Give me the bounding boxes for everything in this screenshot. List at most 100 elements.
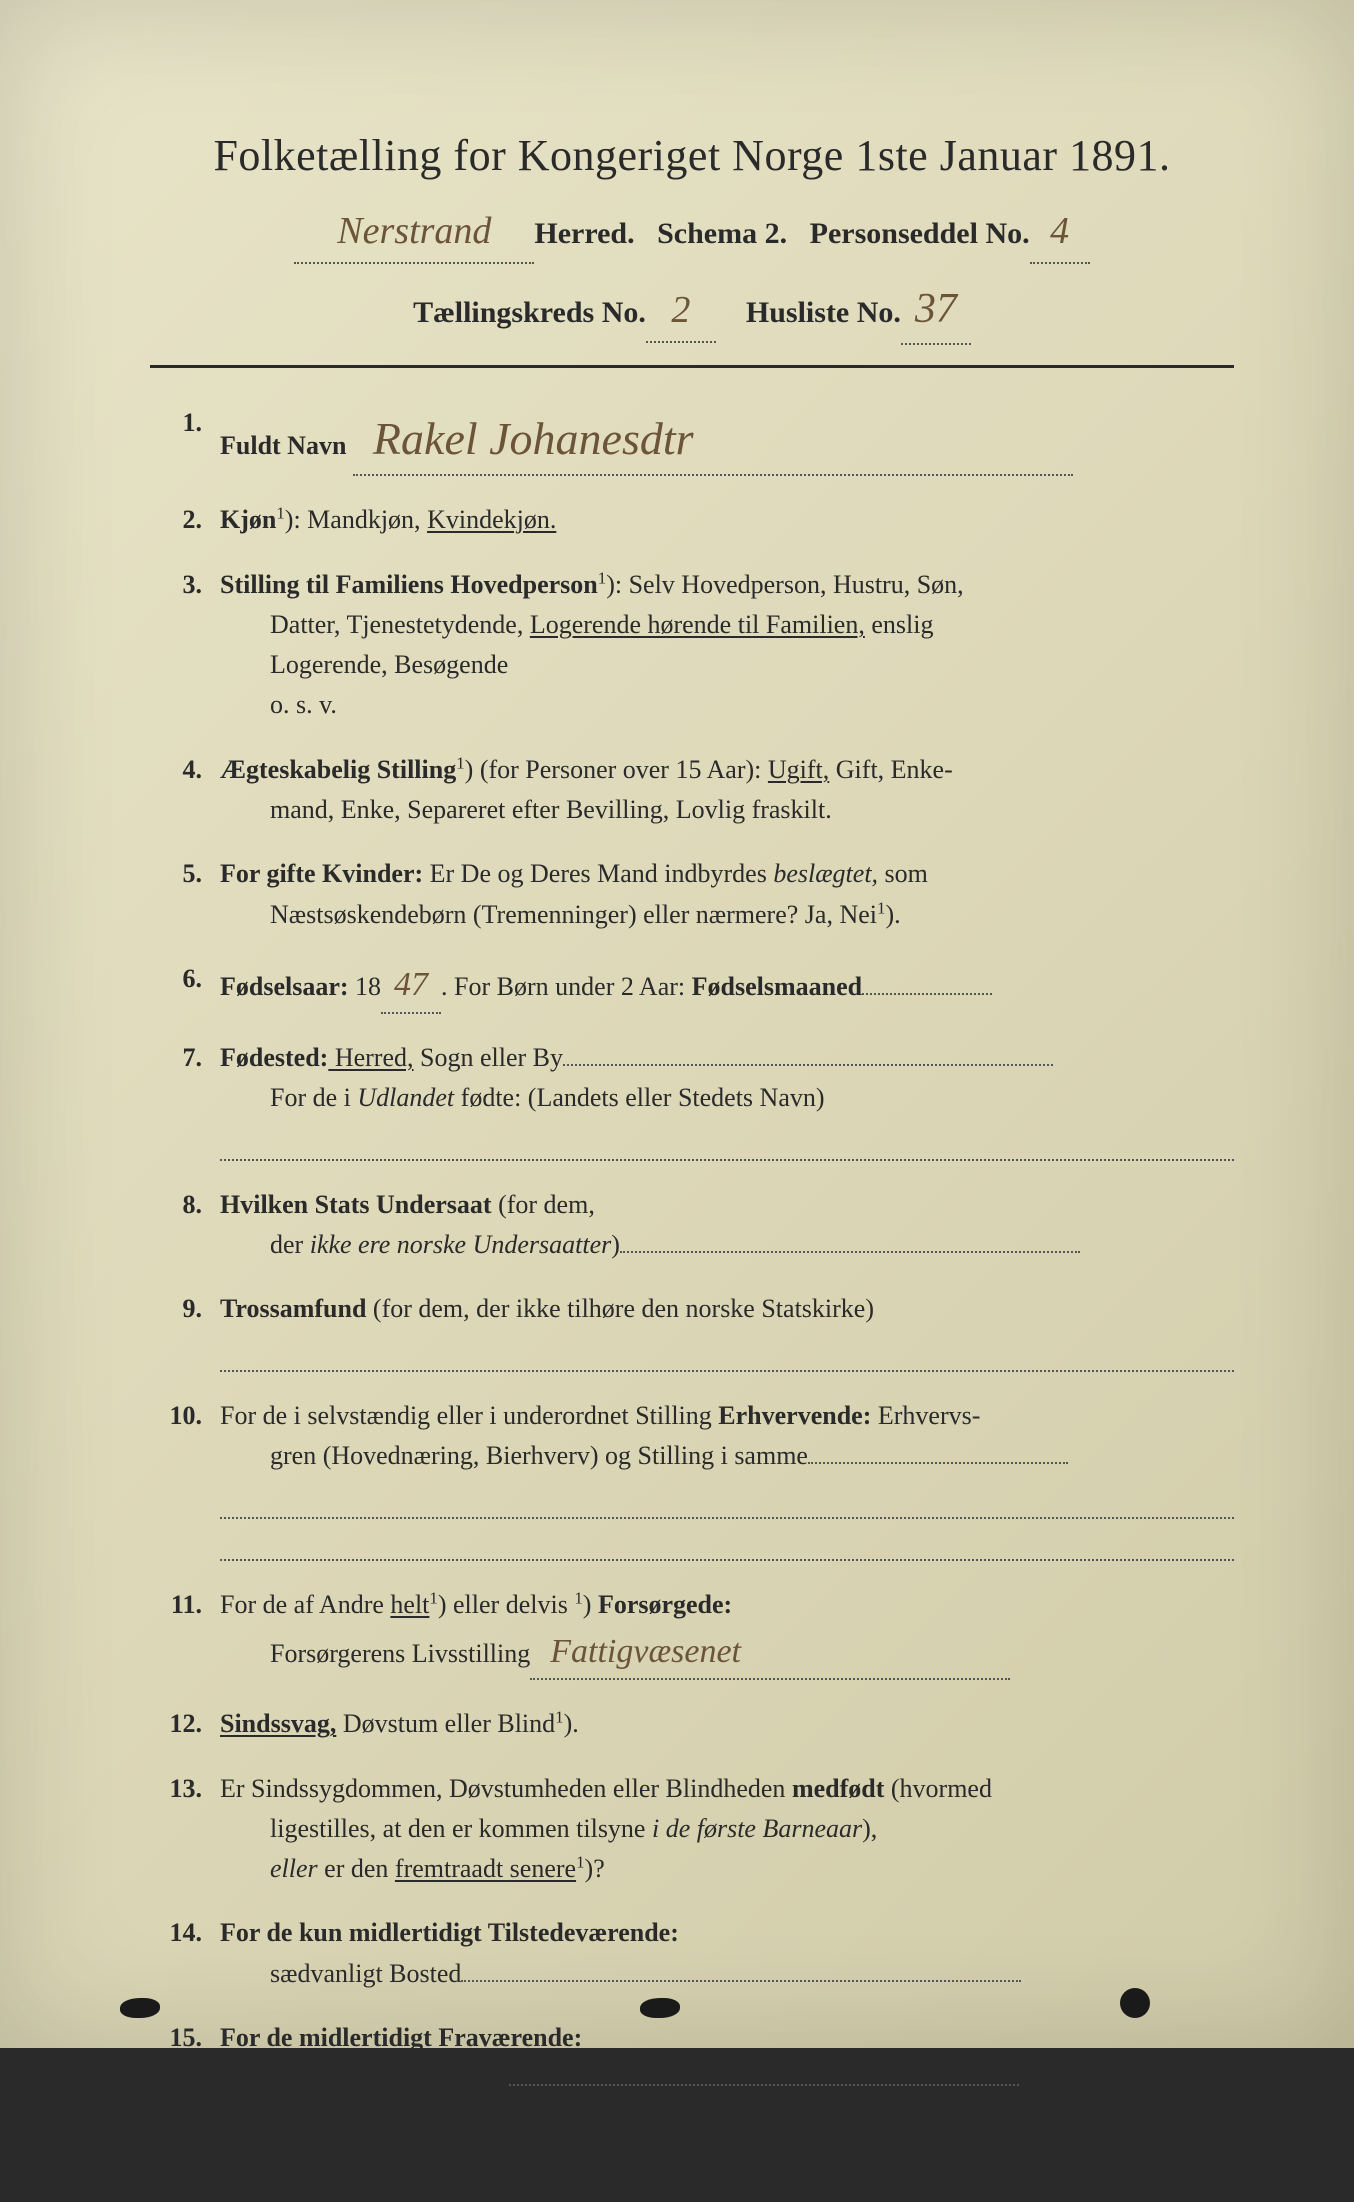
text: (hvormed xyxy=(884,1774,992,1803)
aegteskab-label: Ægteskabelig Stilling xyxy=(220,755,456,784)
subheader-line-1: NerstrandHerred. Schema 2. Personseddel … xyxy=(150,201,1234,264)
entry-body: Kjøn1): Mandkjøn, Kvindekjøn. xyxy=(220,500,1234,540)
year-hw: 47 xyxy=(381,959,441,1014)
text: ) eller delvis xyxy=(438,1590,574,1619)
sup: 1 xyxy=(555,1708,563,1727)
entry-4: 4. Ægteskabelig Stilling1) (for Personer… xyxy=(160,750,1234,831)
entry-body: Sindssvag, Døvstum eller Blind1). xyxy=(220,1704,1234,1744)
entry-body: Fødested: Herred, Sogn eller By For de i… xyxy=(220,1038,1234,1161)
text: . For Børn under 2 Aar: xyxy=(441,972,692,1001)
dotted-blank xyxy=(563,1064,1053,1066)
line2: For de i Udlandet fødte: (Landets eller … xyxy=(220,1078,1234,1118)
line2: Næstsøskendebørn (Tremenninger) eller næ… xyxy=(220,895,1234,935)
line3: eller er den fremtraadt senere1)? xyxy=(220,1849,1234,1889)
forsorgede-label: Forsørgede: xyxy=(598,1590,732,1619)
erhvervende-label: Erhvervende: xyxy=(718,1401,871,1430)
entry-body: Fuldt Navn Rakel Johanesdtr xyxy=(220,403,1234,476)
entry-num: 11. xyxy=(160,1585,220,1680)
fattigvaesenet-hw: Fattigvæsenet xyxy=(550,1633,741,1670)
fodselsmaaned-label: Fødselsmaaned xyxy=(692,972,862,1001)
form-entries: 1. Fuldt Navn Rakel Johanesdtr 2. Kjøn1)… xyxy=(150,403,1234,2099)
entry-num: 12. xyxy=(160,1704,220,1744)
entry-body: Ægteskabelig Stilling1) (for Personer ov… xyxy=(220,750,1234,831)
fuldt-navn-label: Fuldt Navn xyxy=(220,431,346,460)
sup: 1 xyxy=(574,1589,582,1608)
entry-num: 5. xyxy=(160,854,220,935)
entry-body: For de af Andre helt1) eller delvis 1) F… xyxy=(220,1585,1234,1680)
sindssvag-label: Sindssvag, xyxy=(220,1709,336,1738)
schema-label: Schema 2. xyxy=(657,217,787,250)
text: (for dem, xyxy=(492,1190,595,1219)
entry-body: Fødselsaar: 1847. For Børn under 2 Aar: … xyxy=(220,959,1234,1014)
dotted-blank-full xyxy=(220,1124,1234,1160)
footnote-text: ) De for hvert Tilfælde passende Ord und… xyxy=(213,2171,960,2201)
gifte-kvinder-label: For gifte Kvinder: xyxy=(220,859,423,888)
line2: Datter, Tjenestetydende, Logerende høren… xyxy=(220,605,1234,645)
trossamfund-label: Trossamfund xyxy=(220,1294,366,1323)
entry-num: 9. xyxy=(160,1289,220,1372)
line2: mand, Enke, Separeret efter Bevilling, L… xyxy=(220,790,1234,830)
sup: 1 xyxy=(276,504,284,523)
text: ) xyxy=(583,1590,598,1619)
entry-num: 10. xyxy=(160,1396,220,1561)
personseddel-no: 4 xyxy=(1030,201,1090,264)
dotted-blank-full xyxy=(220,1525,1234,1561)
footnote-sup: 1 xyxy=(200,2169,213,2189)
entry-body: Trossamfund (for dem, der ikke tilhøre d… xyxy=(220,1289,1234,1372)
medfodt: medfødt xyxy=(792,1774,884,1803)
entry-body: Er Sindssygdommen, Døvstumheden eller Bl… xyxy=(220,1769,1234,1890)
text: Er Sindssygdommen, Døvstumheden eller Bl… xyxy=(220,1774,792,1803)
beslaegtet: beslægtet, xyxy=(773,859,878,888)
entry-num: 15. xyxy=(160,2018,220,2099)
text: (for dem, der ikke tilhøre den norske St… xyxy=(366,1294,874,1323)
text: ) (for Personer over 15 Aar): xyxy=(465,755,768,784)
paper-damage xyxy=(1120,1988,1150,2018)
entry-6: 6. Fødselsaar: 1847. For Børn under 2 Aa… xyxy=(160,959,1234,1014)
entry-1: 1. Fuldt Navn Rakel Johanesdtr xyxy=(160,403,1234,476)
entry-5: 5. For gifte Kvinder: Er De og Deres Man… xyxy=(160,854,1234,935)
text: For de i selvstændig eller i underordnet… xyxy=(220,1401,718,1430)
line2: sædvanligt Bosted xyxy=(220,1954,1234,1994)
entry-body: For de i selvstændig eller i underordnet… xyxy=(220,1396,1234,1561)
line4: o. s. v. xyxy=(220,685,1234,725)
line2: gren (Hovednæring, Bierhverv) og Stillin… xyxy=(220,1436,1234,1476)
husliste-no: 37 xyxy=(901,276,971,345)
entry-12: 12. Sindssvag, Døvstum eller Blind1). xyxy=(160,1704,1234,1744)
dotted-blank-full xyxy=(220,1336,1234,1372)
footnote: 1) De for hvert Tilfælde passende Ord un… xyxy=(150,2169,1234,2202)
line2: der ikke ere norske Undersaatter) xyxy=(220,1225,1234,1265)
entry-body: For de kun midlertidigt Tilstedeværende:… xyxy=(220,1913,1234,1994)
text: Erhvervs- xyxy=(871,1401,980,1430)
form-header: Folketælling for Kongeriget Norge 1ste J… xyxy=(150,130,1234,345)
entry-14: 14. For de kun midlertidigt Tilstedevære… xyxy=(160,1913,1234,1994)
entry-num: 7. xyxy=(160,1038,220,1161)
sup: 1 xyxy=(429,1589,437,1608)
entry-num: 1. xyxy=(160,403,220,476)
subheader-line-2: Tællingskreds No.2 Husliste No.37 xyxy=(150,276,1234,345)
sup: 1 xyxy=(598,568,606,587)
herred-label: Herred. xyxy=(534,217,634,250)
line2: antageligt Opholdssted xyxy=(220,2058,1234,2098)
entry-3: 3. Stilling til Familiens Hovedperson1):… xyxy=(160,565,1234,726)
prefix: 18 xyxy=(349,972,382,1001)
kvindekjon: Kvindekjøn. xyxy=(427,505,556,534)
taellingskreds-no: 2 xyxy=(646,280,716,343)
paper-damage xyxy=(120,1998,160,2018)
herred-handwritten: Nerstrand xyxy=(294,201,534,264)
text: ): Selv Hovedperson, Hustru, Søn, xyxy=(606,570,963,599)
tilstedevaerende-label: For de kun midlertidigt Tilstedeværende: xyxy=(220,1918,679,1947)
entry-body: For gifte Kvinder: Er De og Deres Mand i… xyxy=(220,854,1234,935)
text: som xyxy=(878,859,928,888)
entry-num: 13. xyxy=(160,1769,220,1890)
text: For de af Andre xyxy=(220,1590,390,1619)
name-handwritten: Rakel Johanesdtr xyxy=(373,413,694,464)
entry-2: 2. Kjøn1): Mandkjøn, Kvindekjøn. xyxy=(160,500,1234,540)
entry-num: 4. xyxy=(160,750,220,831)
text: Gift, Enke- xyxy=(829,755,952,784)
entry-8: 8. Hvilken Stats Undersaat (for dem, der… xyxy=(160,1185,1234,1266)
entry-num: 6. xyxy=(160,959,220,1014)
line2: Forsørgerens LivsstillingFattigvæsenet xyxy=(220,1626,1234,1681)
kjon-text: ): Mandkjøn, xyxy=(285,505,427,534)
paper-damage xyxy=(640,1998,680,2018)
entry-num: 2. xyxy=(160,500,220,540)
